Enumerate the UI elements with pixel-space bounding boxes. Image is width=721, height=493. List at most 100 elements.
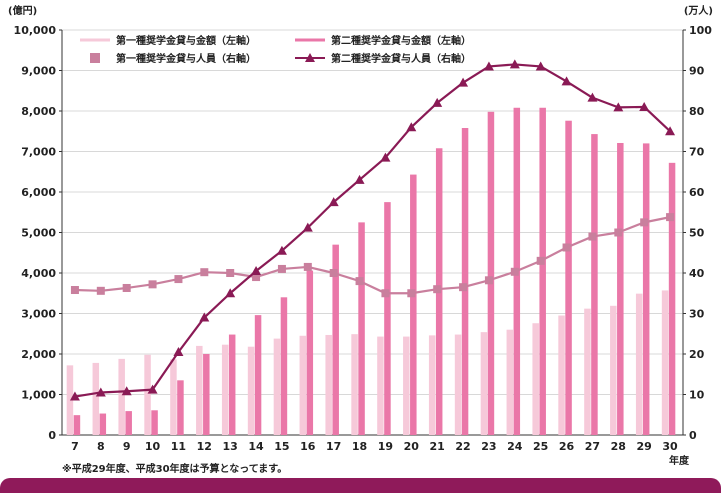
right-tick-label: 90: [689, 65, 705, 78]
marker-type1-persons: [355, 277, 364, 286]
bar-type2-amount: [487, 111, 495, 435]
marker-type1-persons: [122, 283, 131, 292]
x-tick-label: 11: [171, 440, 186, 453]
marker-type2-persons: [587, 92, 598, 102]
x-tick-label: 8: [97, 440, 105, 453]
x-tick-label: 7: [71, 440, 79, 453]
right-tick-label: 80: [689, 105, 705, 118]
left-tick-label: 6,000: [21, 186, 56, 199]
marker-type1-persons: [407, 289, 416, 298]
bar-type1-amount: [506, 329, 514, 435]
marker-type1-persons: [562, 243, 571, 252]
marker-type1-persons: [277, 264, 286, 273]
left-tick-label: 10,000: [14, 24, 57, 37]
bar-type2-amount: [73, 415, 81, 435]
x-tick-label: 18: [352, 440, 367, 453]
marker-type2-persons: [509, 59, 520, 69]
bar-type1-amount: [351, 334, 358, 435]
bar-type2-amount: [151, 410, 158, 435]
left-tick-label: 4,000: [21, 267, 56, 280]
legend-label: 第一種奨学金貸与金額（左軸）: [116, 34, 256, 47]
bar-type2-amount: [668, 162, 676, 435]
x-tick-label: 10: [145, 440, 161, 453]
bar-type2-amount: [539, 107, 546, 435]
marker-type1-persons: [174, 275, 183, 284]
bar-type2-amount: [384, 202, 391, 435]
marker-type2-persons: [173, 346, 184, 356]
legend-label: 第一種奨学金貸与人員（右軸）: [116, 52, 256, 65]
marker-type1-persons: [614, 228, 623, 237]
bar-type1-amount: [325, 334, 332, 435]
marker-type1-persons: [252, 273, 261, 282]
bar-type1-amount: [584, 308, 591, 435]
x-tick-label: 9: [123, 440, 131, 453]
marker-type2-persons: [380, 152, 391, 162]
marker-type2-persons: [535, 61, 546, 71]
bar-type2-amount: [177, 380, 184, 435]
right-tick-label: 10: [689, 389, 705, 402]
marker-type1-persons: [640, 218, 649, 227]
marker-type2-persons: [613, 102, 624, 112]
x-tick-label: 14: [248, 440, 264, 453]
left-tick-label: 2,000: [21, 348, 56, 361]
bottom-frame-border: [0, 478, 721, 493]
x-tick-label: 13: [223, 440, 238, 453]
marker-type2-persons: [458, 77, 469, 87]
bar-type1-amount: [196, 345, 203, 435]
right-tick-label: 70: [689, 146, 705, 159]
combo-chart: 0 1,000 2,000 3,000 4,000 5,000 6,000 7,000 8,00…: [8, 4, 713, 467]
x-tick-label: 26: [559, 440, 575, 453]
marker-type1-persons: [433, 285, 442, 294]
marker-type2-persons: [251, 265, 262, 275]
marker-type2-persons: [406, 122, 417, 132]
bar-type1-amount: [403, 336, 410, 435]
x-tick-label: 24: [507, 440, 523, 453]
marker-type2-persons: [483, 61, 494, 71]
x-tick-label: 27: [585, 440, 600, 453]
x-tick-label: 20: [404, 440, 420, 453]
legend-label: 第二種奨学金貸与人員（右軸）: [331, 52, 471, 65]
marker-type1-persons: [666, 213, 675, 222]
marker-type1-persons: [303, 262, 312, 271]
x-tick-label: 23: [481, 440, 496, 453]
right-tick-label: 100: [689, 24, 712, 37]
bar-type2-amount: [591, 134, 598, 435]
x-tick-label: 25: [533, 440, 548, 453]
marker-type1-persons: [381, 289, 390, 298]
x-tick-label: 30: [662, 440, 678, 453]
right-tick-label: 20: [689, 348, 705, 361]
legend-item: 第一種奨学金貸与人員（右軸）: [90, 52, 256, 65]
right-axis-unit: (万人): [684, 4, 713, 17]
marker-type1-persons: [459, 283, 468, 292]
x-tick-label: 12: [197, 440, 212, 453]
left-tick-label: 8,000: [21, 105, 56, 118]
bar-type1-amount: [454, 334, 462, 435]
bar-type1-amount: [273, 338, 281, 435]
bar-type1-amount: [170, 359, 177, 435]
bar-type2-amount: [617, 142, 624, 435]
marker-type1-persons: [226, 269, 235, 277]
x-tick-label: 16: [300, 440, 316, 453]
marker-type2-persons: [121, 386, 132, 396]
x-tick-label: 28: [611, 440, 626, 453]
marker-type1-persons: [588, 232, 597, 241]
bar-type1-amount: [66, 365, 74, 435]
marker-type1-persons: [96, 286, 105, 295]
left-axis-unit: (億円): [8, 4, 37, 17]
marker-type1-persons: [484, 276, 493, 285]
bar-type2-amount: [203, 354, 210, 435]
left-tick-label: 3,000: [21, 308, 56, 321]
bar-type1-amount: [118, 358, 125, 435]
marker-type1-persons: [70, 286, 79, 295]
marker-type1-persons: [148, 280, 157, 289]
bar-type2-amount: [642, 143, 650, 435]
bar-type2-amount: [358, 222, 365, 435]
legend-label: 第二種奨学金貸与金額（左軸）: [331, 34, 471, 47]
left-tick-label: 7,000: [21, 146, 56, 159]
marker-type2-persons: [354, 174, 365, 184]
bar-type1-amount: [610, 305, 617, 435]
bar-type2-amount: [332, 244, 339, 435]
bar-type2-amount: [410, 174, 417, 435]
left-tick-label: 9,000: [21, 65, 56, 78]
